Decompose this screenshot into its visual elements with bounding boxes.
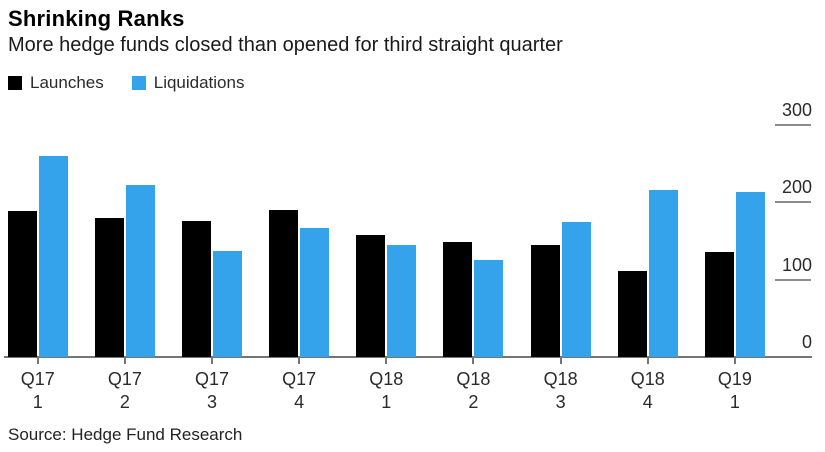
- y-axis-label-100: 100: [781, 254, 812, 275]
- x-axis-label-q18-2: Q18 2: [456, 369, 491, 412]
- x-axis-tick-q17-3: [211, 358, 213, 364]
- y-axis-label-300: 300: [781, 99, 812, 120]
- bar-launches-q17-2: [94, 217, 124, 357]
- legend-label-liquidations: Liquidations: [153, 73, 245, 92]
- x-axis-tick-q17-4: [298, 358, 301, 364]
- x-axis-label-q17-2: Q17 2: [107, 369, 142, 412]
- legend-swatch-launches: [8, 76, 22, 90]
- legend-item-launches: Launches: [8, 73, 104, 93]
- bar-launches-q17-1: [7, 210, 37, 357]
- bar-launches-q18-2: [443, 242, 473, 357]
- y-axis-label-0: 0: [801, 332, 812, 352]
- y-gridline-segment-100: [775, 278, 811, 281]
- legend-item-liquidations: Liquidations: [131, 73, 245, 93]
- bar-launches-q18-4: [617, 270, 647, 357]
- x-axis-tick-q18-1: [385, 358, 388, 364]
- legend-label-launches: Launches: [30, 73, 104, 92]
- x-axis-tick-q17-1: [36, 358, 39, 364]
- x-axis-tick-q18-2: [472, 358, 475, 364]
- bar-launches-q18-1: [356, 234, 386, 357]
- bar-liquidations-q19-1: [735, 191, 765, 357]
- x-axis-label-q17-1: Q17 1: [20, 369, 55, 412]
- bar-launches-q18-3: [530, 245, 560, 357]
- x-axis-label-q17-4: Q17 4: [282, 369, 317, 412]
- x-axis-label-q18-1: Q18 1: [369, 369, 404, 412]
- y-gridline-segment-300: [775, 123, 811, 126]
- x-axis-label-q19-1: Q19 1: [717, 369, 752, 412]
- chart-title: Shrinking Ranks: [8, 6, 185, 31]
- bar-liquidations-q17-1: [38, 156, 68, 357]
- source-note: Source: Hedge Fund Research: [8, 425, 243, 444]
- chart-subtitle: More hedge funds closed than opened for …: [8, 34, 563, 56]
- x-axis-tick-q19-1: [733, 358, 736, 364]
- bar-liquidations-q18-1: [387, 244, 417, 357]
- bar-liquidations-q17-3: [213, 250, 242, 357]
- bar-liquidations-q18-2: [474, 260, 504, 357]
- x-axis-label-q17-3: Q17 3: [194, 369, 230, 412]
- legend: Launches Liquidations: [8, 73, 272, 93]
- bar-liquidations-q18-3: [561, 222, 591, 357]
- x-axis-baseline: [4, 356, 812, 358]
- x-axis-tick-q18-3: [559, 358, 562, 364]
- x-axis-tick-q18-4: [646, 358, 649, 364]
- bar-launches-q17-3: [182, 220, 211, 357]
- bar-liquidations-q18-4: [648, 190, 678, 357]
- bar-launches-q17-4: [269, 209, 299, 357]
- y-axis-label-200: 200: [781, 177, 812, 197]
- bar-launches-q19-1: [704, 251, 734, 357]
- bar-liquidations-q17-2: [125, 184, 155, 357]
- x-axis-tick-q17-2: [123, 358, 126, 364]
- legend-swatch-liquidations: [131, 76, 146, 90]
- y-gridline-segment-200: [775, 201, 811, 203]
- bar-liquidations-q17-4: [300, 228, 330, 357]
- x-axis-label-q18-4: Q18 4: [630, 369, 665, 412]
- x-axis-label-q18-3: Q18 3: [543, 369, 578, 412]
